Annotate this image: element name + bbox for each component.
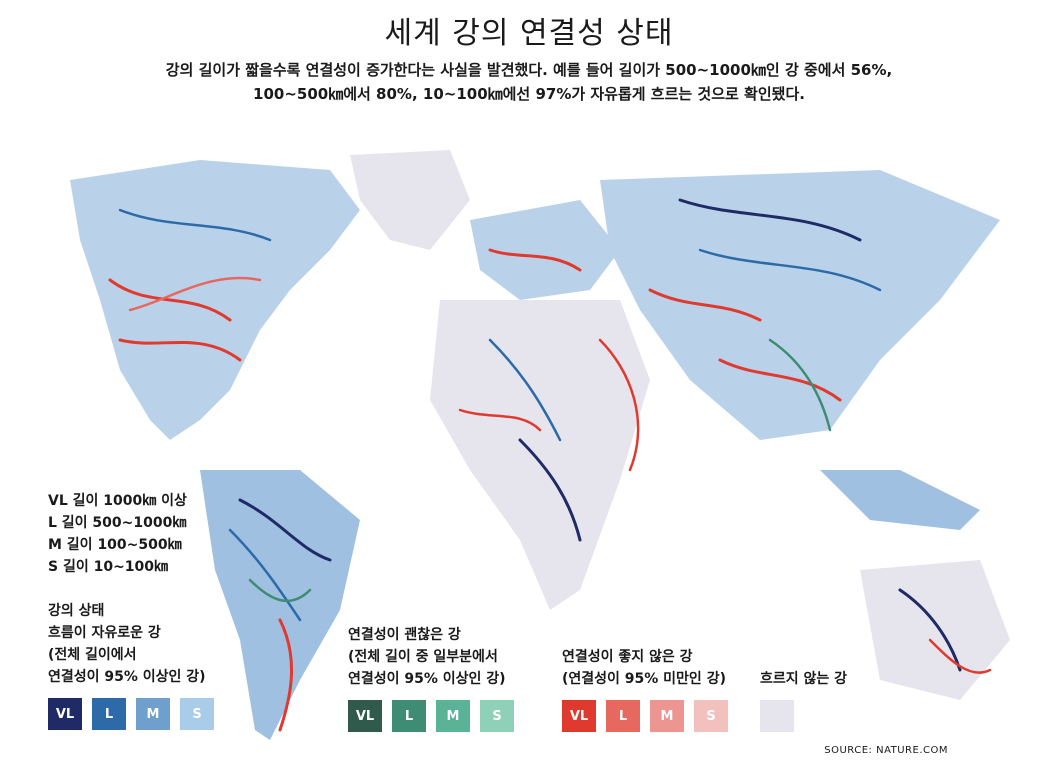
legend-label: 연결성이 95% 이상인 강) [48,669,206,685]
legend-label: (연결성이 95% 미만인 강) [562,671,726,687]
river-free [678,198,862,242]
river-free [898,588,962,672]
river-good [768,338,832,432]
size-legend-s: S 길이 10~100㎞ [48,559,169,575]
legend-label: 흐름이 자유로운 강 [48,625,161,641]
source-credit: SOURCE: NATURE.COM [824,745,948,756]
river-poor [718,358,842,402]
swatch-vl: VL [562,700,596,732]
river-poor [128,276,262,312]
map-title: 세계 강의 연결성 상태 [384,16,674,51]
swatch-l: L [606,700,640,732]
river-poor [598,338,640,472]
subtitle-line-2: 100~500㎞에서 80%, 10~100㎞에선 97%가 자유롭게 흐르는 … [253,85,805,103]
size-legend-m: M 길이 100~500㎞ [48,537,182,553]
swatch-m: M [650,700,684,732]
river-poor [648,288,762,322]
swatch-s: S [694,700,728,732]
swatch-row: VL L M S [562,700,728,732]
swatch-s: S [480,700,514,732]
river-poor [108,278,232,322]
swatch-l: L [392,700,426,732]
legend-poor: 연결성이 좋지 않은 강 (연결성이 95% 미만인 강) VL L M S [562,646,728,732]
legend-good: 연결성이 괜찮은 강 (전체 길이 중 일부분에서 연결성이 95% 이상인 강… [348,624,514,732]
river-free [118,208,272,242]
legend-label: 연결성이 좋지 않은 강 [562,649,693,665]
asia-landmass [600,170,1000,440]
north-america-landmass [70,160,360,440]
indonesia-landmass [820,470,980,530]
south-america-landmass [200,470,360,740]
subtitle-line-1: 강의 길이가 짧을수록 연결성이 증가한다는 사실을 발견했다. 예를 들어 길… [165,61,893,79]
size-legend: VL 길이 1000㎞ 이상 L 길이 500~1000㎞ M 길이 100~5… [48,490,187,578]
swatch-m: M [436,700,470,732]
australia-landmass [860,560,1010,700]
swatch-vl: VL [48,698,82,730]
legend-free-flowing: 강의 상태 흐름이 자유로운 강 (전체 길이에서 연결성이 95% 이상인 강… [48,600,214,730]
river-poor [118,338,242,362]
river-poor [458,408,542,432]
africa-landmass [430,300,650,610]
greenland-landmass [350,150,470,250]
river-good [248,578,312,602]
swatch-m: M [136,698,170,730]
swatch-row: VL L M S [48,698,214,730]
legend-label: 연결성이 괜찮은 강 [348,627,461,643]
legend-label: 강의 상태 [48,603,105,619]
swatch-s: S [180,698,214,730]
world-river-map [70,150,1010,740]
swatch-l: L [92,698,126,730]
river-free [228,528,302,622]
swatch-row [760,700,847,732]
legend-label: (전체 길이에서 [48,647,137,663]
river-free [518,438,582,542]
river-poor [928,638,992,674]
river-free [488,338,562,442]
legend-not-flowing: 흐르지 않는 강 [760,668,847,732]
river-network [108,198,992,732]
legend-label: (전체 길이 중 일부분에서 [348,649,498,665]
legend-label: 흐르지 않는 강 [760,671,848,687]
legend-label: 연결성이 95% 이상인 강) [348,671,506,687]
europe-landmass [470,200,620,300]
swatch-row: VL L M S [348,700,514,732]
river-poor [488,248,582,272]
river-free [238,498,332,562]
size-legend-l: L 길이 500~1000㎞ [48,515,187,531]
river-poor [278,618,293,732]
swatch-vl: VL [348,700,382,732]
size-legend-vl: VL 길이 1000㎞ 이상 [48,493,187,509]
swatch-not-flowing [760,700,794,732]
map-subtitle: 강의 길이가 짧을수록 연결성이 증가한다는 사실을 발견했다. 예를 들어 길… [0,58,1058,106]
river-free [698,248,882,292]
